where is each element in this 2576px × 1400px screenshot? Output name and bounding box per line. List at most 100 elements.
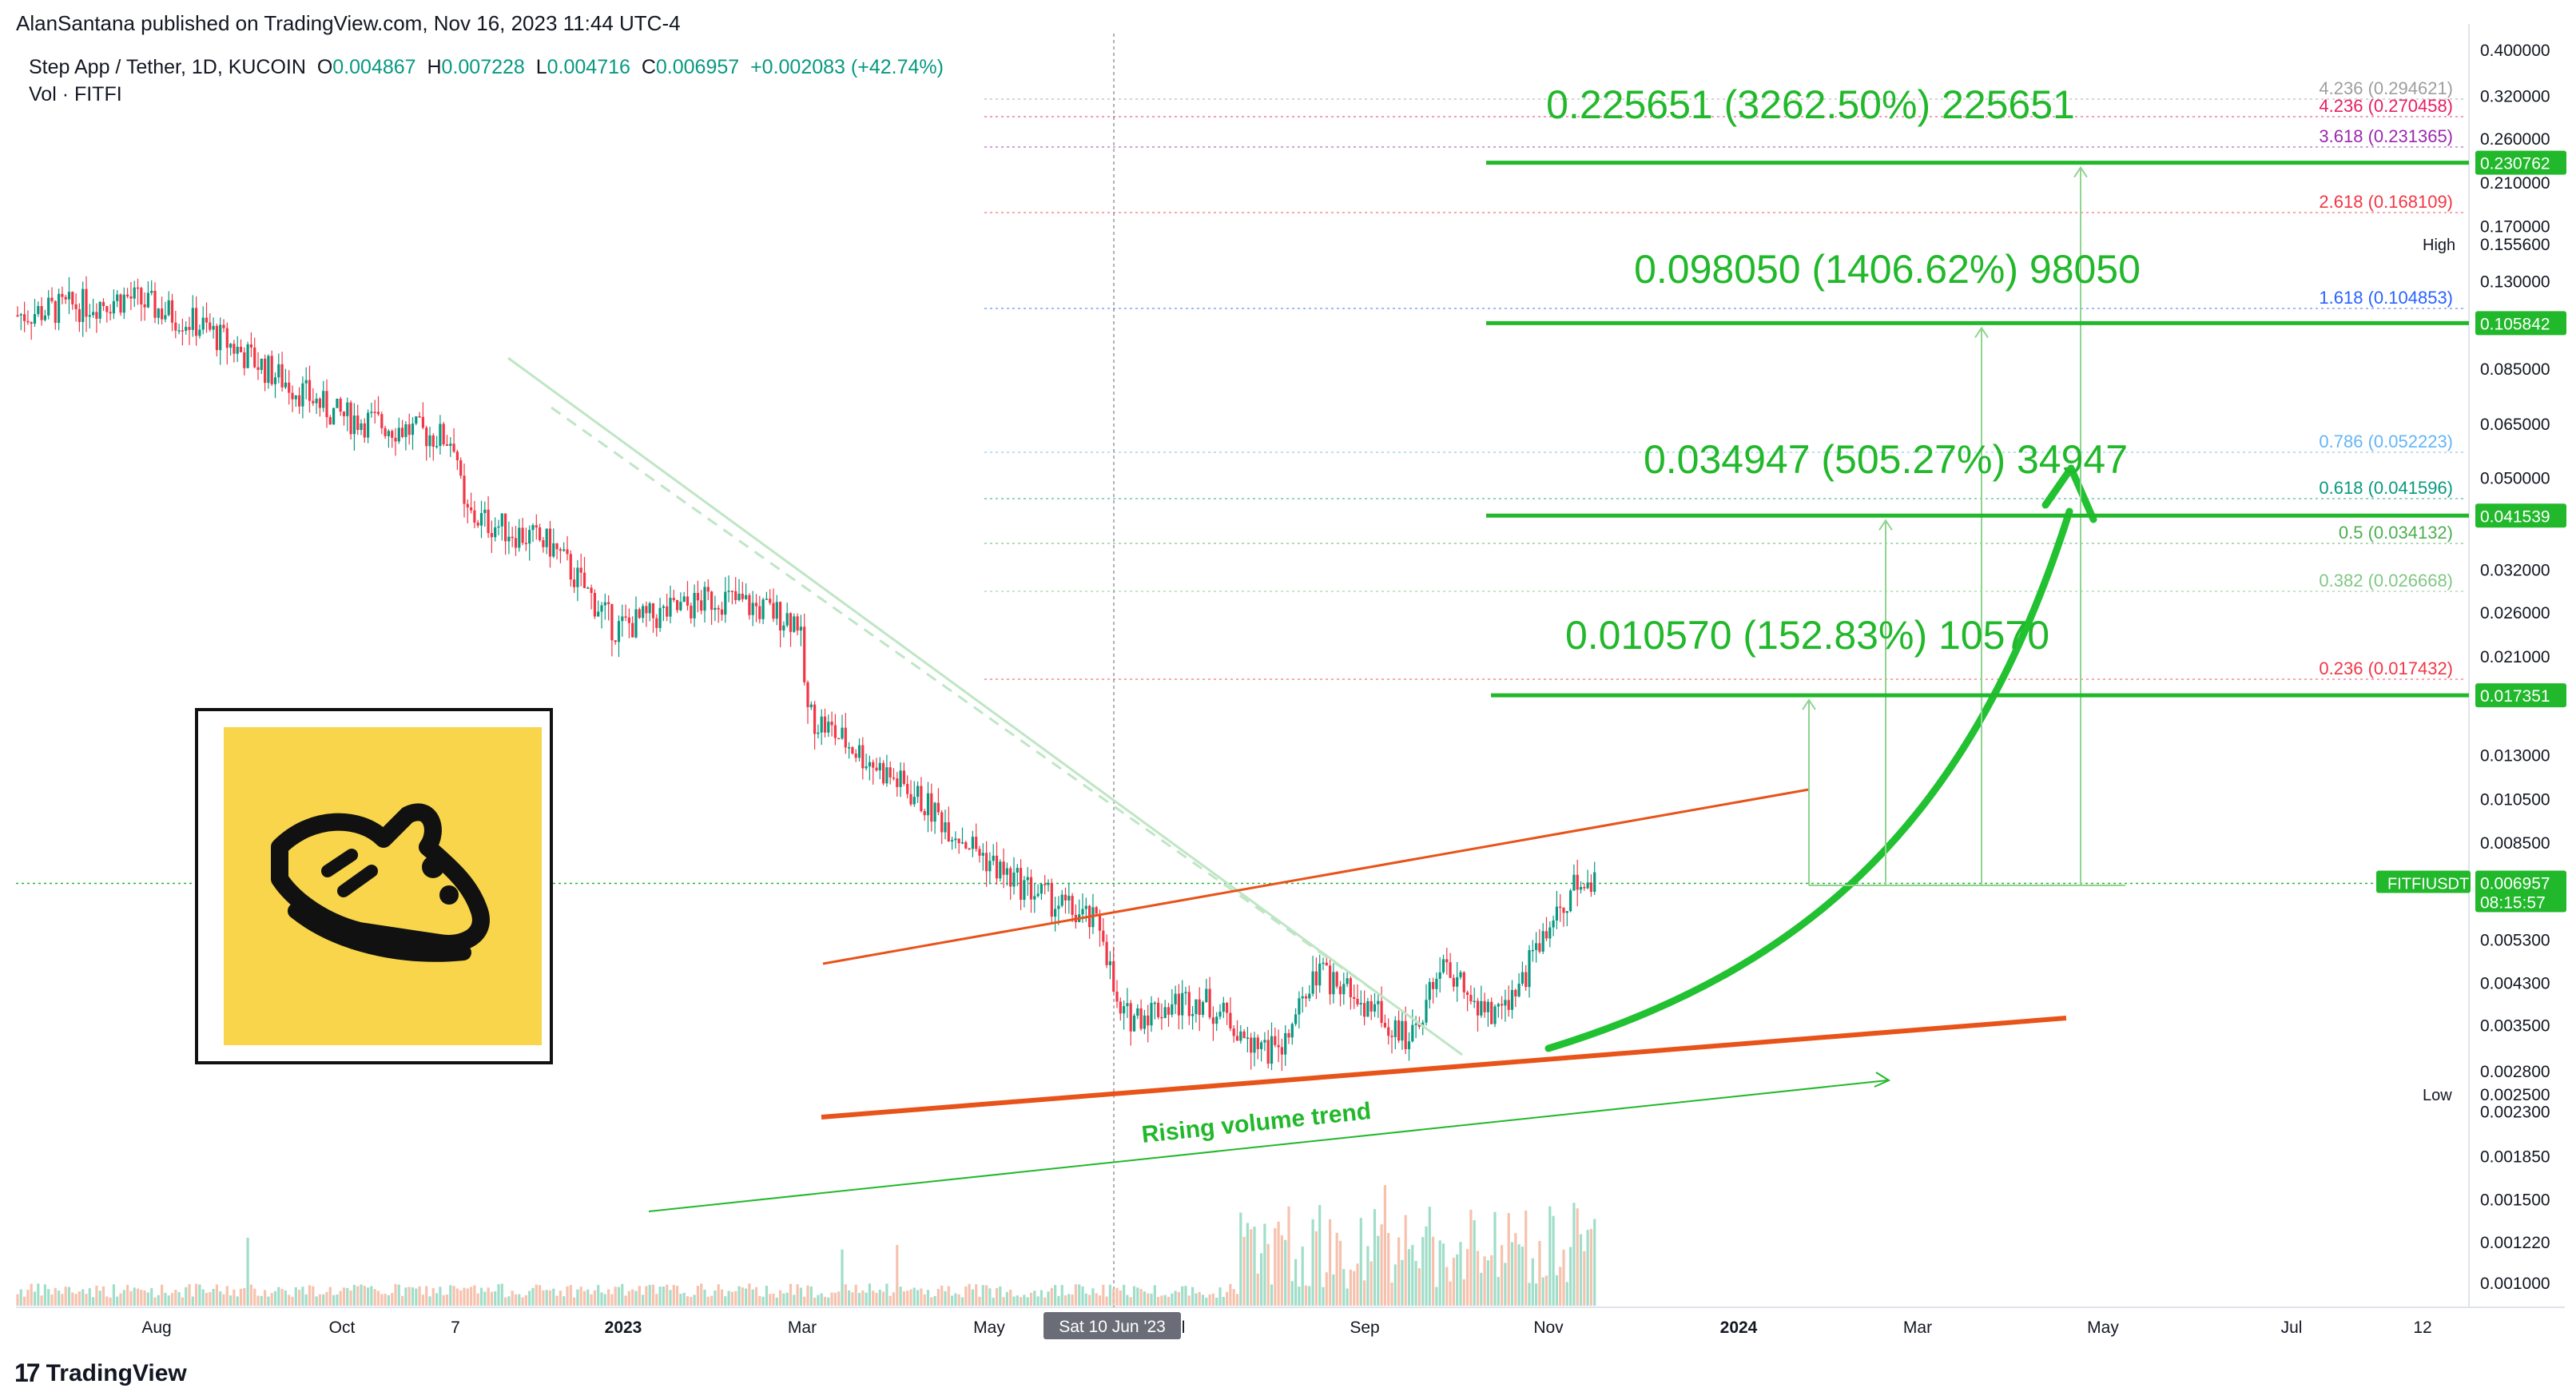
volume-bar-300 [1047, 1291, 1050, 1306]
candle-body-408 [1417, 1024, 1421, 1027]
volume-bar-163 [576, 1289, 579, 1306]
volume-bar-328 [1143, 1291, 1146, 1306]
volume-bar-305 [1063, 1295, 1067, 1306]
volume-bar-407 [1414, 1261, 1417, 1306]
resistance-line [822, 788, 1810, 965]
candle-body-322 [1123, 1006, 1126, 1014]
volume-bar-378 [1314, 1231, 1318, 1306]
tradingview-logo[interactable]: 17 TradingView [14, 1358, 187, 1388]
candle-body-121 [431, 435, 435, 447]
volume-bar-445 [1544, 1275, 1548, 1306]
volume-bar-364 [1266, 1243, 1270, 1306]
target-price-text: 0.230762 [2480, 155, 2550, 173]
candle-body-370 [1287, 1032, 1290, 1038]
candle-body-92 [332, 408, 336, 425]
volume-bar-296 [1033, 1291, 1036, 1306]
price-tick-1: 0.320000 [2480, 87, 2550, 105]
candle-body-273 [954, 838, 957, 841]
candle-body-425 [1476, 1000, 1480, 1016]
volume-bar-408 [1417, 1268, 1421, 1306]
volume-bar-383 [1332, 1274, 1335, 1306]
volume-bar-393 [1366, 1246, 1369, 1306]
volume-bar-282 [985, 1285, 988, 1306]
candle-body-280 [978, 849, 981, 856]
candle-body-396 [1377, 1000, 1380, 1004]
volume-bar-98 [352, 1284, 356, 1306]
symbol-name[interactable]: Step App / Tether, 1D, KUCOIN [29, 56, 306, 78]
candle-body-332 [1157, 1002, 1160, 1017]
drawings: Rising volume trend 0.225651 (3262.50%) 2… [507, 82, 2469, 1212]
volume-legend[interactable]: Vol · FITFI [29, 83, 122, 105]
fib-label-9: 0.236 (0.017432) [2319, 658, 2453, 678]
price-tick-25: 0.001500 [2480, 1191, 2550, 1210]
volume-bar-424 [1473, 1220, 1476, 1306]
candle-body-219 [769, 599, 772, 603]
candle-body-344 [1198, 999, 1201, 1016]
candle-body-150 [531, 525, 535, 531]
price-tick-16: 0.010500 [2480, 790, 2550, 809]
candle-body-9 [47, 297, 50, 316]
volume-bar-211 [741, 1287, 744, 1306]
volume-bar-206 [724, 1296, 727, 1306]
candle-body-399 [1387, 1027, 1390, 1036]
candle-body-4 [30, 322, 33, 324]
time-tick-9: 2024 [1720, 1318, 1758, 1337]
candle-body-68 [249, 344, 252, 348]
candle-body-98 [352, 415, 356, 435]
candle-body-324 [1129, 1003, 1132, 1032]
volume-bar-219 [769, 1294, 772, 1306]
candle-body-296 [1033, 896, 1036, 900]
volume-bar-197 [693, 1295, 696, 1306]
candle-body-159 [563, 549, 566, 551]
volume-bar-41 [157, 1295, 160, 1306]
volume-bar-56 [209, 1291, 212, 1306]
candle-body-116 [415, 416, 418, 424]
last-price-text: 0.006957 [2480, 874, 2550, 893]
time-tick-3: 2023 [605, 1318, 642, 1337]
volume-bar-259 [906, 1291, 909, 1306]
volume-bar-185 [651, 1284, 655, 1306]
candle-body-422 [1466, 992, 1469, 995]
volume-bar-324 [1129, 1297, 1132, 1306]
volume-bar-179 [631, 1289, 634, 1306]
volume-bar-420 [1459, 1242, 1462, 1306]
candle-body-251 [878, 762, 881, 771]
fib-label-7: 0.5 (0.034132) [2339, 523, 2453, 543]
candle-body-167 [590, 587, 593, 594]
time-axis[interactable]: AugOct72023MarMayJulSepNov2024MarMayJul1… [141, 1312, 2432, 1339]
volume-bar-29 [116, 1296, 119, 1306]
volume-bar-268 [936, 1289, 940, 1306]
candle-body-34 [133, 287, 136, 299]
volume-bar-303 [1057, 1295, 1060, 1306]
volume-bar-36 [140, 1290, 143, 1306]
price-tick-17: 0.008500 [2480, 834, 2550, 853]
volume-bar-10 [50, 1294, 54, 1306]
volume-bar-362 [1260, 1253, 1263, 1306]
candle-body-386 [1342, 984, 1346, 995]
candle-body-269 [940, 812, 944, 833]
volume-bar-69 [253, 1288, 256, 1306]
candle-body-51 [191, 308, 194, 330]
candle-body-247 [865, 766, 868, 769]
volume-bar-414 [1438, 1240, 1441, 1306]
candle-body-14 [64, 296, 67, 300]
volume-bar-346 [1205, 1297, 1208, 1306]
volume-bar-42 [161, 1284, 164, 1306]
candle-body-213 [748, 595, 751, 615]
hl-label: High [2423, 237, 2455, 254]
candle-body-381 [1325, 962, 1328, 966]
volume-bar-118 [421, 1295, 424, 1306]
candle-body-104 [373, 412, 376, 413]
volume-bar-67 [246, 1237, 249, 1306]
volume-bar-455 [1579, 1234, 1583, 1306]
volume-bar-312 [1088, 1295, 1091, 1306]
volume-bar-434 [1507, 1212, 1510, 1306]
volume-bar-251 [878, 1289, 881, 1306]
volume-bar-113 [404, 1287, 407, 1306]
candle-body-287 [1002, 861, 1005, 875]
candle-body-377 [1311, 971, 1314, 994]
price-axis[interactable]: 0.400000 0.320000 0.260000 0.210000 0.170000… [2376, 42, 2566, 1293]
candle-body-44 [167, 300, 170, 316]
volume-bar-180 [634, 1291, 638, 1306]
